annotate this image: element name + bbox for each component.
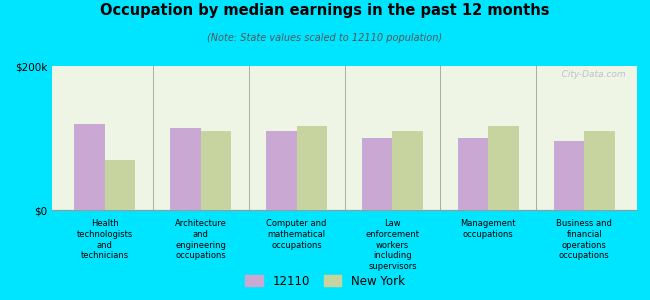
Bar — [74, 124, 105, 210]
Bar — [266, 131, 296, 210]
Bar — [488, 127, 519, 210]
Bar — [584, 131, 615, 210]
Text: (Note: State values scaled to 12110 population): (Note: State values scaled to 12110 popu… — [207, 33, 443, 43]
Text: Health
technologists
and
technicians: Health technologists and technicians — [77, 219, 133, 260]
Text: Occupation by median earnings in the past 12 months: Occupation by median earnings in the pas… — [100, 3, 550, 18]
Bar — [362, 138, 393, 210]
Text: Architecture
and
engineering
occupations: Architecture and engineering occupations — [175, 219, 227, 260]
Bar — [170, 128, 201, 210]
Bar — [201, 131, 231, 210]
Text: Law
enforcement
workers
including
supervisors: Law enforcement workers including superv… — [365, 219, 419, 271]
Bar — [296, 127, 327, 210]
Bar — [554, 141, 584, 210]
Text: Computer and
mathematical
occupations: Computer and mathematical occupations — [266, 219, 327, 250]
Bar — [105, 160, 135, 210]
Bar — [393, 131, 423, 210]
Text: City-Data.com: City-Data.com — [552, 70, 625, 79]
Legend: 12110, New York: 12110, New York — [242, 271, 408, 291]
Text: Business and
financial
operations
occupations: Business and financial operations occupa… — [556, 219, 612, 260]
Text: Management
occupations: Management occupations — [461, 219, 516, 239]
Bar — [458, 138, 488, 210]
